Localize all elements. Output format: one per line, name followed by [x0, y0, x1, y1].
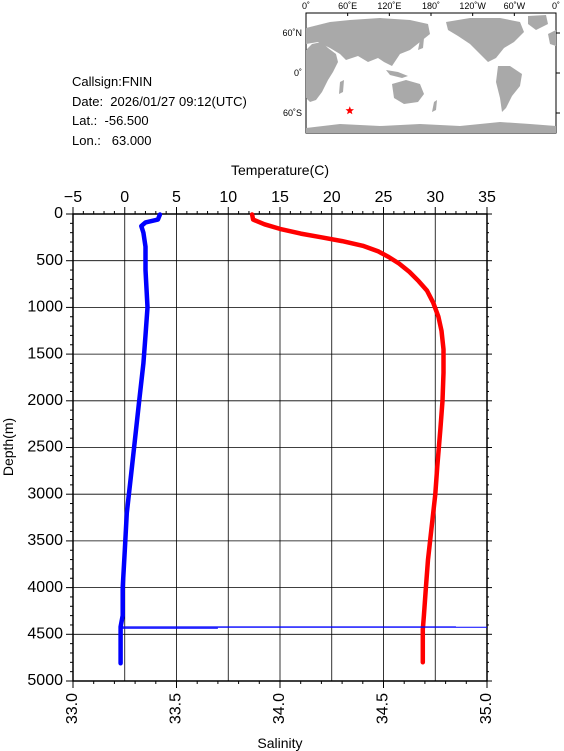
callsign-text: Callsign:FNIN [72, 74, 153, 89]
land-africa [306, 42, 338, 102]
salinity-tick-label: 34.5 [375, 693, 392, 724]
salinity-axis: 33.0 33.5 34.0 34.5 35.0 [64, 681, 495, 724]
land-australia [392, 80, 424, 104]
depth-axis: 0 500 1000 1500 2000 2500 3000 3500 4000 4500 5000 [27, 205, 492, 689]
map-longitude-label: 60˚E [338, 1, 357, 11]
land-madagascar [339, 80, 344, 94]
temperature-tick-label: 30 [426, 189, 444, 206]
land-north-america [446, 18, 524, 62]
chart-grid [72, 213, 488, 682]
land-greenland [528, 15, 548, 30]
map-longitude-label: 60˚W [504, 1, 526, 11]
temperature-tick-label: 5 [172, 189, 181, 206]
depth-tick-label: 3500 [27, 532, 63, 549]
depth-tick-label: 0 [54, 205, 63, 222]
land-indonesia [386, 70, 408, 78]
temperature-axis-label: Temperature(C) [231, 162, 329, 178]
depth-tick-label: 4000 [27, 579, 63, 596]
temperature-tick-label: 10 [219, 189, 237, 206]
map-latitude-label: 60˚S [283, 108, 302, 118]
land-south-america [496, 66, 522, 112]
salinity-tick-label: 33.0 [64, 693, 81, 724]
temperature-tick-label: 25 [375, 189, 393, 206]
temperature-tick-label: 35 [478, 189, 496, 206]
temperature-tick-label: 0 [120, 189, 129, 206]
depth-tick-label: 4500 [27, 626, 63, 643]
land-europe-edge [548, 30, 556, 46]
salinity-tick-label: 35.0 [478, 693, 495, 724]
temperature-tick-label: −5 [64, 189, 82, 206]
map-longitude-label: 180˚ [422, 1, 440, 11]
depth-tick-label: 2000 [27, 392, 63, 409]
depth-tick-label: 2500 [27, 439, 63, 456]
map-longitude-label: 120˚W [459, 1, 486, 11]
land-japan [418, 38, 424, 50]
map-land [306, 15, 556, 133]
temperature-axis: −5 0 5 10 15 20 25 30 35 [64, 189, 496, 214]
map-longitude-label: 0˚ [552, 1, 560, 11]
depth-tick-label: 1500 [27, 345, 63, 362]
salinity-axis-label: Salinity [257, 735, 302, 751]
depth-tick-label: 5000 [27, 672, 63, 689]
date-text: Date: 2026/01/27 09:12(UTC) [72, 93, 247, 109]
map-longitude-label: 120˚E [377, 1, 401, 11]
land-eurasia [306, 18, 430, 66]
location-star-icon [345, 106, 354, 115]
temperature-tick-label: 20 [323, 189, 341, 206]
temperature-tick-label: 15 [271, 189, 289, 206]
map-latitude-label: 60˚N [282, 28, 302, 38]
land-new-zealand [432, 100, 437, 112]
depth-tick-label: 3000 [27, 485, 63, 502]
depth-axis-label: Depth(m) [0, 418, 16, 476]
depth-tick-label: 1000 [27, 299, 63, 316]
salinity-tick-label: 33.5 [168, 693, 185, 724]
map-longitude-label: 0˚ [302, 1, 310, 11]
salinity-profile-line [118, 212, 163, 666]
depth-tick-label: 500 [36, 252, 63, 269]
location-map: 0˚ 60˚E 120˚E 180˚ 120˚W 60˚W 0˚ 60˚N 0˚ 60˚S [282, 1, 560, 134]
land-antarctica [306, 122, 556, 133]
latitude-text: Lat.: -56.500 [72, 113, 149, 128]
longitude-text: Lon.: 63.000 [72, 132, 152, 148]
station-info: Callsign:FNIN Date: 2026/01/27 09:12(UTC… [72, 72, 247, 150]
map-latitude-label: 0˚ [294, 68, 302, 78]
salinity-tick-label: 34.0 [271, 693, 288, 724]
profile-series [118, 212, 487, 666]
temperature-profile-line [249, 212, 446, 665]
